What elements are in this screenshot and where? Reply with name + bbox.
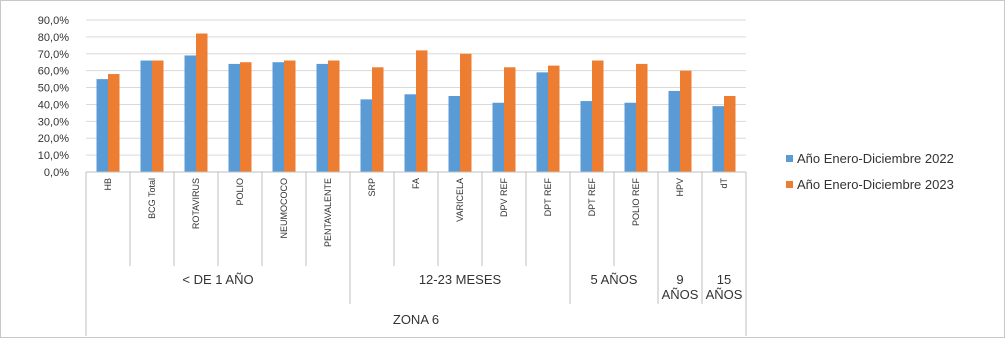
bar	[592, 60, 604, 172]
y-tick-label: 70,0%	[38, 49, 69, 61]
y-tick-label: 30,0%	[38, 116, 69, 128]
legend-swatch-2022	[786, 155, 793, 162]
category-label: DPT REF	[587, 178, 597, 217]
zone-label: ZONA 6	[393, 312, 439, 327]
bar	[404, 94, 416, 172]
category-label: POLIO	[235, 178, 245, 206]
category-label: dT	[719, 178, 729, 189]
category-label: FA	[411, 178, 421, 189]
bar	[96, 79, 108, 172]
legend-swatch-2023	[786, 181, 793, 188]
bar	[624, 102, 636, 172]
group-label: 5 AÑOS	[591, 272, 638, 287]
category-label: BCG Total	[147, 178, 157, 219]
x-axis	[85, 171, 747, 336]
bar	[196, 33, 208, 173]
bar	[724, 96, 736, 172]
bar	[460, 53, 472, 172]
category-label: DPT REF	[543, 178, 553, 217]
y-tick-label: 80,0%	[38, 32, 69, 44]
category-labels: HB BCG Total ROTAVIRUS POLIO NEUMOCOCO PENTAV…	[103, 178, 729, 248]
bar	[504, 67, 516, 172]
group-label: AÑOS	[662, 287, 699, 302]
bar	[416, 50, 428, 172]
bar	[152, 60, 164, 172]
category-label: VARICELA	[455, 178, 465, 222]
legend-label-2022: Año Enero-Diciembre 2022	[797, 151, 954, 166]
y-axis-ticks: 0,0% 10,0% 20,0% 30,0% 40,0% 50,0% 60,0% 70,0% 8…	[38, 15, 69, 179]
group-label: 15	[717, 272, 731, 287]
category-label: HPV	[675, 178, 685, 197]
legend-label-2023: Año Enero-Diciembre 2023	[797, 177, 954, 192]
bar	[548, 65, 560, 172]
bar	[140, 60, 152, 172]
bars	[96, 33, 736, 173]
bar	[228, 63, 240, 172]
y-tick-label: 10,0%	[38, 150, 69, 162]
bar	[448, 96, 460, 172]
category-label: HB	[103, 178, 113, 191]
legend: Año Enero-Diciembre 2022 Año Enero-Dicie…	[786, 151, 954, 192]
bar	[712, 106, 724, 172]
bar	[372, 67, 384, 172]
bar	[668, 90, 680, 172]
y-tick-label: 20,0%	[38, 133, 69, 145]
category-label: ROTAVIRUS	[191, 178, 201, 229]
y-tick-label: 50,0%	[38, 83, 69, 95]
category-label: NEUMOCOCO	[279, 178, 289, 239]
y-tick-label: 0,0%	[44, 167, 69, 179]
category-label: DPV REF	[499, 178, 509, 218]
category-label: POLIO REF	[631, 178, 641, 227]
bar	[184, 55, 196, 172]
bar	[580, 101, 592, 172]
bar	[636, 63, 648, 172]
bar	[272, 62, 284, 172]
bar	[108, 74, 120, 172]
group-label: 12-23 MESES	[419, 272, 502, 287]
bar	[240, 62, 252, 172]
category-label: SRP	[367, 178, 377, 197]
group-label: < DE 1 AÑO	[182, 272, 253, 287]
bar	[284, 60, 296, 172]
y-tick-label: 40,0%	[38, 99, 69, 111]
bar	[360, 99, 372, 172]
y-tick-label: 60,0%	[38, 66, 69, 78]
group-labels: < DE 1 AÑO 12-23 MESES 5 AÑOS 9AÑOS15AÑOSZO…	[182, 272, 742, 327]
bar	[536, 72, 548, 172]
bar	[492, 102, 504, 172]
bar	[328, 60, 340, 172]
category-label: PENTAVALENTE	[323, 178, 333, 247]
group-label: AÑOS	[706, 287, 743, 302]
bar	[680, 70, 692, 172]
bar	[316, 63, 328, 172]
y-tick-label: 90,0%	[38, 15, 69, 27]
group-label: 9	[676, 272, 683, 287]
